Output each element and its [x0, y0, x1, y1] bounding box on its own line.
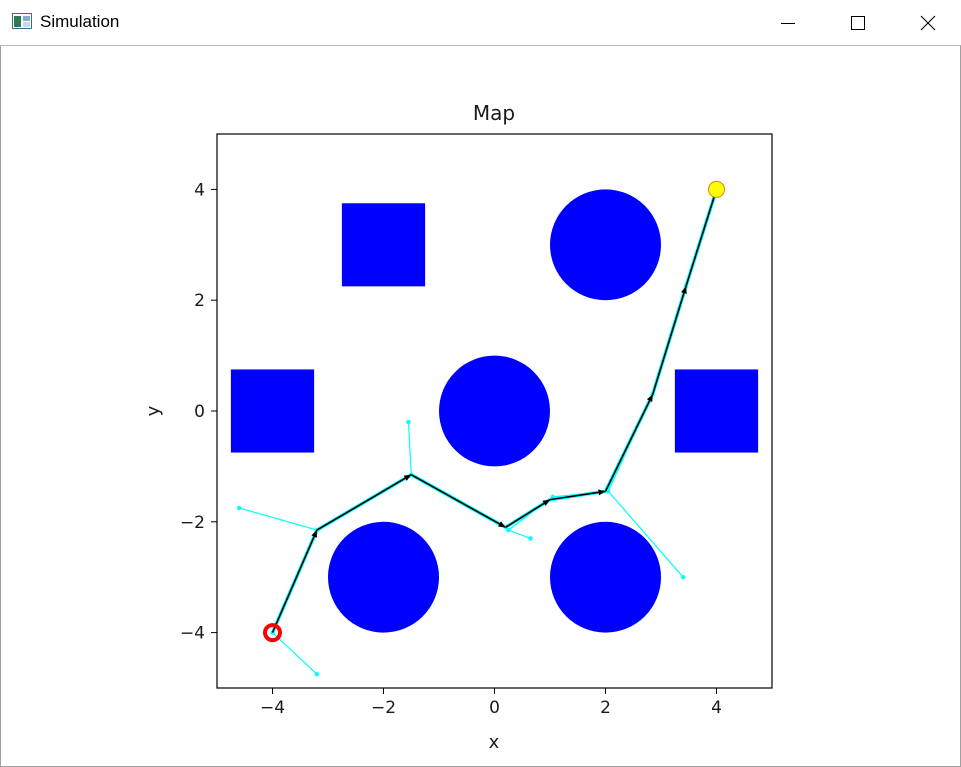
- chart-title: Map: [473, 101, 515, 125]
- tree-node: [528, 536, 533, 541]
- path-segment: [549, 490, 606, 501]
- tree-node: [681, 575, 686, 580]
- figure-canvas: Map −4 −2 0 2 4 −4 −2 0 2 4 x y: [0, 45, 961, 767]
- y-tick-label: −4: [180, 624, 205, 644]
- tree-node: [506, 527, 511, 533]
- circle-obstacle: [328, 521, 439, 633]
- circle-obstacle: [439, 355, 550, 467]
- x-axis-ticks: −4 −2 0 2 4: [260, 688, 722, 718]
- path-segment: [271, 529, 318, 633]
- y-axis-ticks: −4 −2 0 2 4: [180, 180, 217, 644]
- x-axis-label: x: [489, 732, 500, 753]
- planned-path: [270, 188, 719, 634]
- goal-marker: [708, 180, 725, 198]
- path-segment: [505, 498, 551, 529]
- tree-edge: [407, 422, 412, 475]
- path-segment: [651, 286, 687, 395]
- map-chart: Map −4 −2 0 2 4 −4 −2 0 2 4 x y: [143, 101, 773, 753]
- close-button[interactable]: [905, 0, 951, 45]
- path-arrowhead: [542, 499, 550, 506]
- y-tick-label: 4: [194, 180, 205, 200]
- x-tick-label: 4: [711, 698, 722, 718]
- y-tick-label: −2: [180, 513, 205, 533]
- circle-obstacle: [550, 189, 661, 301]
- path-segment: [685, 189, 718, 287]
- square-obstacle: [674, 369, 759, 453]
- x-tick-label: 0: [489, 698, 500, 718]
- tree-node: [314, 671, 320, 677]
- obstacles: [230, 189, 759, 633]
- square-obstacle: [230, 369, 315, 453]
- start-marker: [263, 623, 282, 643]
- y-tick-label: 0: [194, 402, 205, 422]
- circle-obstacle: [550, 521, 661, 633]
- maximize-icon: [851, 15, 865, 30]
- tree-edge: [272, 632, 318, 675]
- y-tick-label: 2: [194, 291, 205, 311]
- x-tick-label: −2: [371, 698, 396, 718]
- path-arrowhead: [311, 530, 317, 538]
- start-goal-markers: [263, 180, 725, 643]
- minimize-button[interactable]: [765, 0, 811, 45]
- y-axis-label: y: [143, 405, 164, 416]
- path-segment: [316, 474, 412, 531]
- maximize-button[interactable]: [835, 0, 881, 45]
- tree-node: [237, 505, 242, 511]
- tree-edge: [239, 507, 318, 531]
- tree-edge: [607, 490, 684, 578]
- path-segment: [604, 394, 654, 492]
- path-arrowhead: [646, 394, 653, 402]
- path-arrowhead: [403, 474, 412, 481]
- x-tick-label: 2: [600, 698, 611, 718]
- close-icon: [920, 15, 936, 30]
- tree-node: [406, 419, 411, 425]
- square-obstacle: [341, 203, 426, 287]
- path-arrowhead: [598, 489, 606, 496]
- minimize-icon: [781, 22, 795, 24]
- x-tick-label: −4: [260, 698, 285, 718]
- path-arrowhead: [681, 286, 687, 294]
- window-titlebar: Simulation: [0, 0, 961, 45]
- tree-edge: [508, 529, 531, 539]
- path-segment: [410, 474, 506, 529]
- app-icon: [12, 13, 32, 29]
- path-arrowhead: [498, 521, 506, 528]
- window-title: Simulation: [40, 12, 120, 31]
